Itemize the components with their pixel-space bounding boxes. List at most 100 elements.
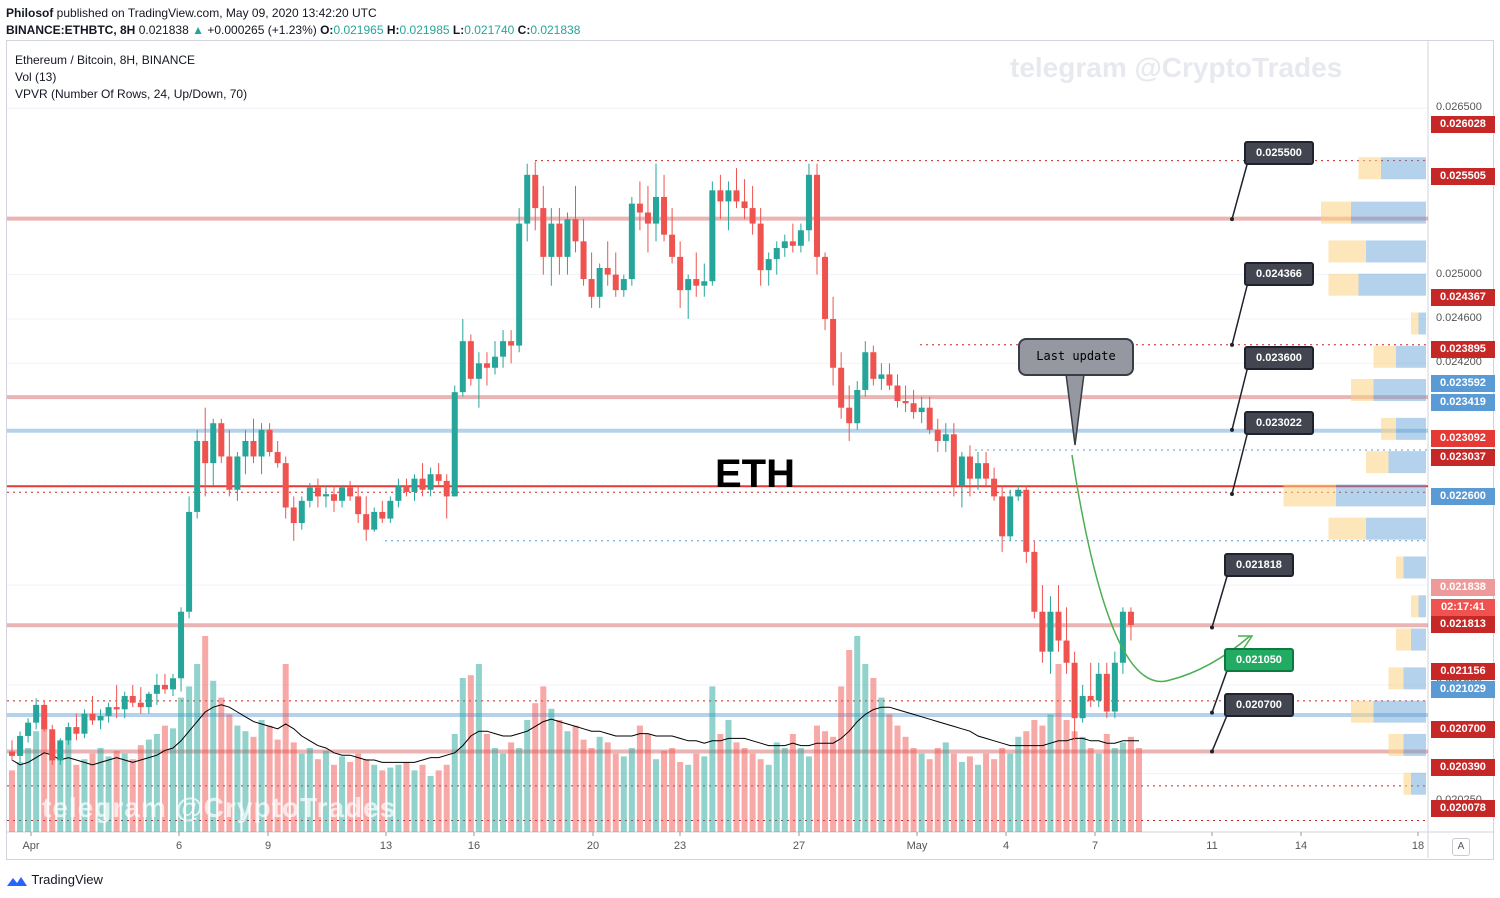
auto-scale-button[interactable]: A [1452,838,1470,856]
volume-bar [322,750,329,832]
volume-bar [870,678,877,832]
volume-bar [846,650,853,832]
level-callout[interactable]: 0.021818 [1224,553,1294,577]
author-name[interactable]: Philosof [6,6,54,20]
candle-body [1103,673,1110,712]
volume-bar [500,753,507,832]
volume-bar [661,750,668,832]
vpvr-up-bar [1411,312,1419,335]
volume-bar [314,759,321,832]
volume-bar [966,756,973,832]
candle-body [395,485,402,501]
volume-bar [387,767,394,832]
candle-body [958,456,965,486]
last-update-callout: Last update [1018,338,1134,376]
candle-body [999,496,1006,537]
volume-bar [878,697,885,832]
candle-body [620,279,627,291]
level-callout[interactable]: 0.025500 [1244,141,1314,165]
candle-body [387,500,394,519]
candle-body [419,478,426,490]
volume-bar [508,742,515,832]
volume-bar [411,770,418,832]
legend-title[interactable]: Ethereum / Bitcoin, 8H, BINANCE [15,53,196,67]
callout-pointer [1231,430,1249,495]
vpvr-up-bar [1283,484,1336,507]
volume-bar [121,753,128,832]
volume-bar [588,748,595,832]
level-callout[interactable]: 0.024366 [1244,262,1314,286]
candle-body [298,500,305,524]
volume-bar [1127,736,1134,832]
volume-bar [830,736,837,832]
open-label: O: [320,23,334,37]
candle-body [363,514,370,530]
candle-body [314,487,321,497]
volume-bar [306,748,313,832]
legend-vpvr[interactable]: VPVR (Number Of Rows, 24, Up/Down, 70) [15,87,248,101]
candle-body [717,190,724,202]
footer-brand: TradingView [31,872,103,887]
volume-bar [266,725,273,832]
volume-bar [258,720,265,832]
time-tick-label: May [906,840,928,852]
callout-anchor [1210,710,1214,715]
candle-body [765,259,772,271]
tradingview-footer[interactable]: TradingView [6,872,103,887]
vpvr-up-bar [1388,733,1404,756]
volume-bar [202,636,209,832]
price-tag: 0.023037 [1431,449,1495,466]
volume-bar [371,764,378,832]
volume-bar [282,664,289,832]
volume-bar [701,756,708,832]
volume-bar [226,714,233,832]
volume-bar [653,759,659,832]
candle-body [991,478,998,497]
time-tick-label: 4 [1002,840,1010,852]
volume-bar [451,734,458,832]
callout-anchor [1210,749,1214,754]
volume-bar [443,764,450,832]
volume-bar [89,753,96,832]
price-tag: 0.025505 [1431,168,1495,185]
volume-bar [81,759,88,832]
candle-body [548,223,555,257]
level-callout[interactable]: 0.023022 [1244,411,1314,435]
volume-bar [41,720,48,832]
publish-info: Philosof published on TradingView.com, M… [6,6,377,20]
candle-body [773,247,780,260]
vpvr-down-bar [1418,312,1426,335]
level-callout[interactable]: 0.023600 [1244,346,1314,370]
last-update-pointer [1065,373,1085,446]
volume-bar [105,756,112,832]
vpvr-up-bar [1373,345,1396,368]
volume-bar [113,750,120,832]
ohlc-line: BINANCE:ETHBTC, 8H 0.021838 ▲ +0.000265 … [6,23,580,37]
level-callout[interactable]: 0.021050 [1224,648,1294,672]
level-callout[interactable]: 0.020700 [1224,693,1294,717]
legend-volume[interactable]: Vol (13) [15,70,57,84]
candle-body [966,456,973,479]
volume-bar [781,748,788,832]
candle-body [129,696,136,703]
candle-body [371,511,378,530]
volume-bar [918,753,925,832]
volume-bar [717,734,724,832]
volume-bar [685,764,692,832]
volume-bar [1079,736,1086,832]
vpvr-up-bar [1358,157,1381,180]
price-tag: 0.023419 [1431,394,1495,411]
candle-body [250,440,257,457]
volume-bar [1023,731,1030,832]
vpvr-down-bar [1373,379,1426,402]
volume-bar [886,714,893,832]
candle-body [186,511,193,612]
candle-body [25,722,32,736]
candle-body [73,727,80,734]
close-label: C: [517,23,531,37]
candle-body [580,241,587,280]
candle-body [781,241,788,248]
volume-bar [475,664,482,832]
volume-bar [620,756,627,832]
